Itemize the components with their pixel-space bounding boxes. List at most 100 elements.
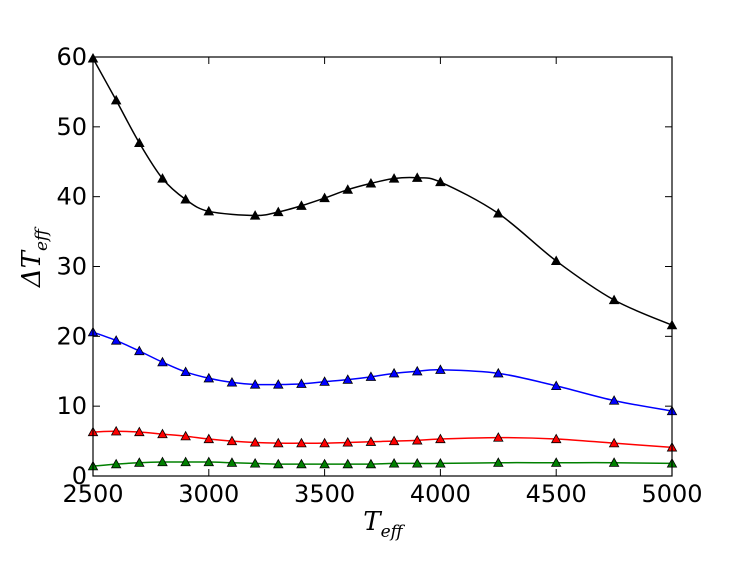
- series-3-marker-18: [608, 457, 620, 467]
- series-2-marker-16: [493, 432, 504, 442]
- series-2-marker-9: [296, 437, 307, 448]
- x-tick-label-5: 5000: [641, 480, 702, 508]
- series-1-marker-8: [273, 379, 284, 389]
- series-0-marker-2: [134, 137, 145, 147]
- series-0-line: [92, 58, 673, 326]
- series-0-marker-1: [110, 94, 122, 105]
- y-axis-label-subscript: eff: [32, 226, 52, 251]
- series-0-marker-11: [365, 177, 377, 188]
- series-3-marker-3: [157, 456, 168, 467]
- series-3-marker-9: [296, 458, 307, 469]
- series-1-marker-7: [249, 379, 261, 389]
- series-3-marker-16: [493, 457, 504, 467]
- ticks-layer: 2500 3000 3500 4000 4500 5000 0 10 20 30 40 50 60: [56, 43, 702, 508]
- series-0-marker-8: [296, 200, 307, 210]
- series-3-marker-14: [411, 458, 423, 468]
- series-2-marker-10: [319, 437, 330, 448]
- series-2-marker-17: [550, 433, 562, 444]
- series-2-marker-14: [411, 434, 423, 445]
- series-2-marker-4: [180, 430, 191, 441]
- x-tick-label-1: 3000: [178, 480, 239, 508]
- series-3-marker-4: [180, 456, 191, 467]
- x-tick-label-2: 3500: [294, 480, 355, 508]
- series-0-marker-15: [493, 208, 504, 218]
- series-0-marker-3: [157, 173, 168, 183]
- series-3-marker-15: [435, 458, 446, 468]
- series-2-marker-1: [110, 425, 122, 436]
- series-1-marker-3: [157, 356, 168, 367]
- x-tick-label-4: 4500: [526, 480, 587, 508]
- plot-frame: [92, 56, 673, 477]
- y-tick-label-0: 0: [72, 462, 87, 490]
- series-2-marker-2: [134, 426, 145, 437]
- series-1-marker-6: [226, 376, 238, 387]
- series-3-marker-1: [110, 458, 122, 469]
- series-3-marker-10: [319, 458, 330, 469]
- x-axis-label-subscript: eff: [381, 522, 406, 542]
- series-3-marker-2: [134, 457, 145, 467]
- series-1-marker-5: [203, 372, 215, 383]
- y-tick-label-4: 40: [56, 183, 87, 211]
- series-2-marker-6: [226, 435, 238, 446]
- series-3-marker-12: [365, 458, 377, 469]
- series-3-marker-8: [273, 458, 284, 469]
- series-0-marker-5: [203, 205, 215, 216]
- series-0-marker-12: [388, 173, 400, 183]
- x-axis-label: Teff: [363, 507, 405, 542]
- series-3-marker-6: [226, 457, 238, 467]
- series-2-marker-5: [203, 433, 215, 444]
- series-3-marker-11: [342, 458, 354, 469]
- series-3-marker-17: [550, 457, 562, 467]
- series-1-marker-18: [608, 395, 620, 405]
- series-0-marker-4: [180, 194, 191, 204]
- series-1-line: [92, 331, 673, 412]
- series-0-marker-17: [608, 294, 620, 305]
- series-3-marker-7: [249, 458, 261, 468]
- series-2-marker-8: [273, 437, 284, 448]
- series-1-marker-16: [493, 367, 504, 378]
- series-layer: [87, 52, 678, 471]
- series-3-marker-5: [203, 456, 215, 467]
- series-2-marker-18: [608, 437, 620, 448]
- x-tick-label-0: 2500: [62, 480, 123, 508]
- series-1-marker-14: [411, 365, 423, 376]
- series-2-marker-11: [342, 437, 354, 447]
- series-1-marker-10: [319, 376, 330, 386]
- y-tick-label-1: 10: [56, 392, 87, 420]
- series-2-marker-13: [388, 435, 400, 446]
- series-2-marker-15: [435, 433, 446, 444]
- series-2-marker-12: [365, 436, 377, 446]
- y-tick-label-5: 50: [56, 113, 87, 141]
- series-1-marker-11: [342, 374, 354, 384]
- series-0-marker-13: [411, 172, 423, 182]
- series-1-marker-2: [134, 345, 145, 356]
- series-0-marker-9: [319, 192, 330, 203]
- series-1-marker-17: [550, 380, 562, 390]
- series-1-marker-13: [388, 367, 400, 378]
- series-2: [87, 425, 678, 452]
- y-tick-label-3: 30: [56, 253, 87, 281]
- series-1-marker-9: [296, 378, 307, 388]
- series-0-marker-6: [249, 210, 261, 220]
- series-0: [87, 52, 678, 330]
- series-3-line: [92, 461, 673, 467]
- series-0-marker-10: [342, 184, 354, 194]
- series-1-marker-4: [180, 366, 191, 377]
- y-tick-label-6: 60: [56, 43, 87, 71]
- series-2-marker-7: [249, 437, 261, 447]
- series-0-marker-16: [550, 255, 562, 265]
- series-3: [87, 456, 678, 471]
- series-3-marker-13: [388, 458, 400, 468]
- series-1-marker-1: [110, 335, 122, 345]
- x-tick-label-3: 4000: [410, 480, 471, 508]
- y-axis-label-main: ΔT: [17, 249, 47, 288]
- y-axis-label: ΔTeff: [17, 226, 52, 288]
- series-1-marker-12: [365, 371, 377, 381]
- series-2-line: [92, 430, 673, 449]
- series-0-marker-14: [435, 176, 446, 187]
- series-1-marker-15: [435, 364, 446, 374]
- series-0-marker-7: [273, 206, 284, 217]
- x-axis-label-main: T: [363, 507, 382, 537]
- y-tick-label-2: 20: [56, 322, 87, 350]
